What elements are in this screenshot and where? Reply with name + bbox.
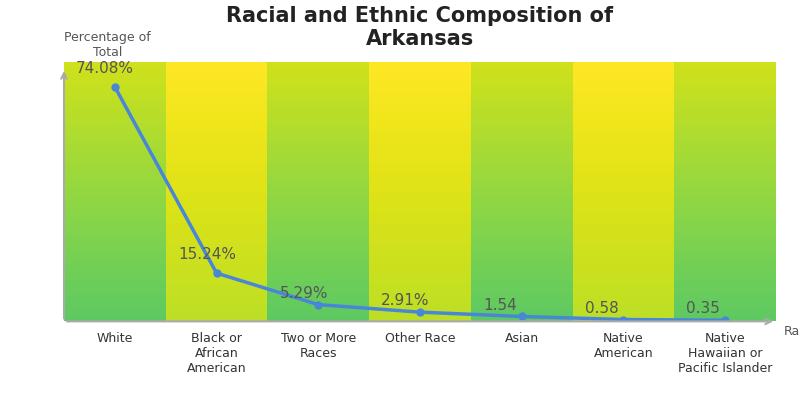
Text: Two or More
Races: Two or More Races	[281, 332, 356, 360]
Text: 0.35: 0.35	[686, 302, 720, 316]
Text: 74.08%: 74.08%	[76, 61, 134, 76]
Text: Race/Ethnicity: Race/Ethnicity	[784, 325, 800, 337]
Text: Asian: Asian	[505, 332, 538, 345]
Text: Percentage of
Total: Percentage of Total	[64, 30, 150, 59]
Text: Native
American: Native American	[594, 332, 654, 360]
Text: 2.91%: 2.91%	[382, 293, 430, 308]
Text: Other Race: Other Race	[385, 332, 455, 345]
Text: Black or
African
American: Black or African American	[186, 332, 246, 375]
Text: 0.58: 0.58	[585, 301, 618, 316]
Title: Racial and Ethnic Composition of
Arkansas: Racial and Ethnic Composition of Arkansa…	[226, 6, 614, 49]
Text: 5.29%: 5.29%	[280, 286, 328, 301]
Text: 1.54: 1.54	[483, 298, 517, 313]
Text: 15.24%: 15.24%	[178, 247, 236, 262]
Text: Native
Hawaiian or
Pacific Islander: Native Hawaiian or Pacific Islander	[678, 332, 772, 375]
Text: White: White	[97, 332, 133, 345]
